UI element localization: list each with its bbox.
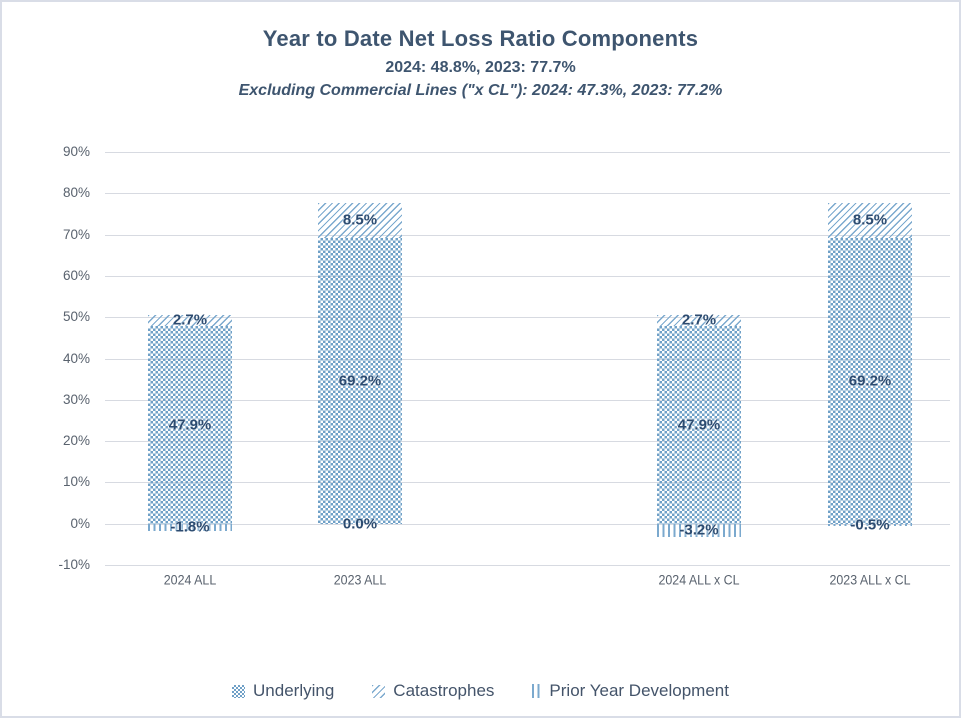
value-label-catastrophes: 8.5% <box>852 211 888 229</box>
value-label-catastrophes: 2.7% <box>172 311 208 329</box>
legend-item-prior-year-development: Prior Year Development <box>532 681 729 701</box>
gridline-50 <box>105 317 950 318</box>
y-axis-tick-label: 40% <box>62 351 90 366</box>
legend-label-prior-year-development: Prior Year Development <box>549 681 729 700</box>
y-axis-tick-label: 30% <box>62 392 90 407</box>
bar-segment-catastrophes <box>148 314 232 326</box>
prior-year-development-pattern-swatch-icon <box>532 684 542 698</box>
bar-segment-prior-year-development <box>828 523 912 526</box>
y-axis-tick-label: 20% <box>62 433 90 448</box>
bar-segment-catastrophes <box>828 202 912 238</box>
value-label-prior-year-development: 0.0% <box>342 515 378 533</box>
bar-segment-underlying <box>828 237 912 524</box>
value-label-prior-year-development: -0.5% <box>850 516 890 534</box>
legend: Underlying Catastrophes Prior Year Devel… <box>2 674 959 708</box>
y-axis-tick-label: 0% <box>70 516 90 531</box>
x-axis-category-label: 2024 ALL x CL <box>658 572 740 588</box>
legend-label-underlying: Underlying <box>253 681 335 700</box>
legend-label-catastrophes: Catastrophes <box>393 681 495 700</box>
value-label-catastrophes: 8.5% <box>342 211 378 229</box>
underlying-pattern-swatch-icon <box>232 684 246 698</box>
x-axis-category-label: 2024 ALL <box>163 572 217 588</box>
y-axis-tick-label: 50% <box>62 309 90 324</box>
catastrophes-pattern-swatch-icon <box>372 684 386 698</box>
gridline-20 <box>105 441 950 442</box>
bar-segment-catastrophes <box>318 202 402 238</box>
value-label-prior-year-development: -1.8% <box>170 518 210 536</box>
chart-subtitle-totals: 2024: 48.8%, 2023: 77.7% <box>385 59 576 76</box>
x-axis-category-label: 2023 ALL <box>333 572 387 588</box>
bar-segment-prior-year-development <box>657 523 741 537</box>
bar-segment-catastrophes <box>657 314 741 326</box>
y-axis-tick-label: 60% <box>62 268 90 283</box>
value-label-underlying: 47.9% <box>168 416 212 434</box>
chart-title: Year to Date Net Loss Ratio Components <box>262 26 699 51</box>
bar-segment-underlying <box>657 325 741 524</box>
y-axis-tick-label: 10% <box>62 474 90 489</box>
gridline--10 <box>105 565 950 566</box>
gridline-70 <box>105 235 950 236</box>
gridline-40 <box>105 359 950 360</box>
y-axis-tick-label: -10% <box>58 557 90 572</box>
value-label-underlying: 69.2% <box>848 372 892 390</box>
value-label-prior-year-development: -3.2% <box>679 521 719 539</box>
x-axis-category-label: 2023 ALL x CL <box>829 572 911 588</box>
value-label-catastrophes: 2.7% <box>681 311 717 329</box>
gridline-60 <box>105 276 950 277</box>
legend-item-catastrophes: Catastrophes <box>372 681 494 701</box>
gridline-80 <box>105 193 950 194</box>
gridline-10 <box>105 482 950 483</box>
bar-segment-underlying <box>148 325 232 524</box>
gridline-0 <box>105 524 950 525</box>
legend-item-underlying: Underlying <box>232 681 334 701</box>
bar-segment-prior-year-development <box>148 523 232 532</box>
gridline-90 <box>105 152 950 153</box>
y-axis-tick-label: 80% <box>62 185 90 200</box>
y-axis-tick-label: 90% <box>62 144 90 159</box>
value-label-underlying: 47.9% <box>677 416 721 434</box>
bar-segment-underlying <box>318 237 402 524</box>
y-axis-tick-label: 70% <box>62 227 90 242</box>
chart-subtitle-excluding-cl: Excluding Commercial Lines ("x CL"): 202… <box>238 82 723 99</box>
chart-header: Year to Date Net Loss Ratio Components 2… <box>2 26 959 100</box>
value-label-underlying: 69.2% <box>338 372 382 390</box>
gridline-30 <box>105 400 950 401</box>
